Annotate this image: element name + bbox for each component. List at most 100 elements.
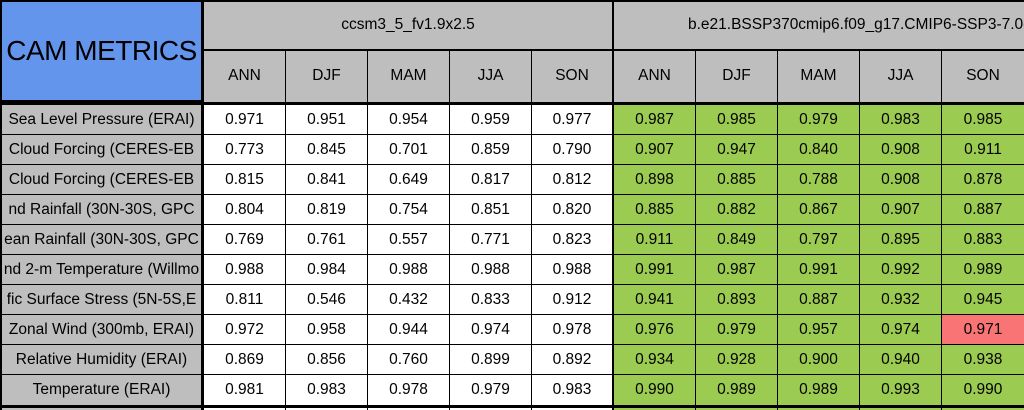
metric-value-cell: 0.840 — [778, 135, 860, 164]
table-title-cell: CAM METRICS — [2, 2, 204, 103]
metric-value-cell: 0.883 — [942, 225, 1024, 254]
metric-row: ean Rainfall (30N-30S, GPC 0.769 0.761 0.55… — [2, 225, 1024, 255]
season-header-model1-djf: DJF — [286, 51, 368, 102]
metric-value-cell: 0.981 — [204, 375, 286, 405]
metric-value-cell: 0.958 — [286, 315, 368, 344]
metric-value-cell: 0.546 — [286, 285, 368, 314]
metric-value-cell: 0.898 — [614, 165, 696, 194]
metric-value-cell: 0.859 — [450, 135, 532, 164]
metric-value-cell: 0.987 — [696, 255, 778, 284]
metric-value-cell: 0.978 — [532, 315, 614, 344]
metric-value-cell: 0.911 — [942, 135, 1024, 164]
metric-row-label: nd Rainfall (30N-30S, GPC — [2, 195, 204, 224]
metric-value-cell: 0.938 — [942, 345, 1024, 374]
metric-value-cell: 0.887 — [778, 285, 860, 314]
metric-value-cell: 0.951 — [286, 105, 368, 134]
metric-value-cell: 0.856 — [286, 345, 368, 374]
metric-value-cell: 0.788 — [778, 165, 860, 194]
metric-value-cell: 0.845 — [286, 135, 368, 164]
partial-row-cell — [942, 408, 1024, 410]
metric-value-cell: 0.957 — [778, 315, 860, 344]
metric-value-cell-highlighted: 0.971 — [942, 315, 1024, 344]
metric-row: nd 2-m Temperature (Willmo 0.988 0.984 0.98… — [2, 255, 1024, 285]
partial-row-cell — [860, 408, 942, 410]
metric-value-cell: 0.869 — [204, 345, 286, 374]
metric-value-cell: 0.878 — [942, 165, 1024, 194]
metric-value-cell: 0.833 — [450, 285, 532, 314]
metric-value-cell: 0.899 — [450, 345, 532, 374]
metric-value-cell: 0.983 — [860, 105, 942, 134]
metric-row-label: Sea Level Pressure (ERAI) — [2, 105, 204, 134]
metric-value-cell: 0.979 — [696, 315, 778, 344]
metric-value-cell: 0.900 — [778, 345, 860, 374]
metric-row-label: Relative Humidity (ERAI) — [2, 345, 204, 374]
metric-value-cell: 0.911 — [614, 225, 696, 254]
metric-value-cell: 0.823 — [532, 225, 614, 254]
metric-value-cell: 0.907 — [614, 135, 696, 164]
model2-name-header: b.e21.BSSP370cmip6.f09_g17.CMIP6-SSP3-7.… — [614, 2, 1024, 49]
season-header-model2-mam: MAM — [778, 51, 860, 102]
metric-value-cell: 0.940 — [860, 345, 942, 374]
metric-value-cell: 0.985 — [696, 105, 778, 134]
metric-row: nd Rainfall (30N-30S, GPC 0.804 0.819 0.754… — [2, 195, 1024, 225]
partial-row-cell — [614, 408, 696, 410]
metric-value-cell: 0.985 — [942, 105, 1024, 134]
metric-value-cell: 0.701 — [368, 135, 450, 164]
metric-row: Relative Humidity (ERAI) 0.869 0.856 0.760 0… — [2, 345, 1024, 375]
metric-value-cell: 0.649 — [368, 165, 450, 194]
metric-row: Cloud Forcing (CERES-EB 0.773 0.845 0.701 0.… — [2, 135, 1024, 165]
partial-row-cell — [778, 408, 860, 410]
metric-value-cell: 0.945 — [942, 285, 1024, 314]
metric-value-cell: 0.885 — [614, 195, 696, 224]
metric-value-cell: 0.978 — [368, 375, 450, 405]
metric-value-cell: 0.989 — [778, 375, 860, 405]
metric-value-cell: 0.971 — [204, 105, 286, 134]
metric-value-cell: 0.761 — [286, 225, 368, 254]
metric-row-label: ean Rainfall (30N-30S, GPC — [2, 225, 204, 254]
metric-value-cell: 0.895 — [860, 225, 942, 254]
metric-row: fic Surface Stress (5N-5S,E 0.811 0.546 0.4… — [2, 285, 1024, 315]
metric-value-cell: 0.959 — [450, 105, 532, 134]
metric-value-cell: 0.771 — [450, 225, 532, 254]
metric-value-cell: 0.928 — [696, 345, 778, 374]
metric-value-cell: 0.811 — [204, 285, 286, 314]
metric-value-cell: 0.908 — [860, 165, 942, 194]
metric-value-cell: 0.983 — [286, 375, 368, 405]
table-title: CAM METRICS — [6, 35, 197, 66]
partial-row-cell — [286, 408, 368, 410]
metric-value-cell: 0.815 — [204, 165, 286, 194]
metric-value-cell: 0.432 — [368, 285, 450, 314]
metric-value-cell: 0.804 — [204, 195, 286, 224]
metric-value-cell: 0.974 — [450, 315, 532, 344]
metric-value-cell: 0.817 — [450, 165, 532, 194]
metric-value-cell: 0.760 — [368, 345, 450, 374]
season-header-model2-ann: ANN — [614, 51, 696, 102]
partial-row-cell — [368, 408, 450, 410]
metric-row: Cloud Forcing (CERES-EB 0.815 0.841 0.649 0.… — [2, 165, 1024, 195]
metric-value-cell: 0.992 — [860, 255, 942, 284]
metric-value-cell: 0.893 — [696, 285, 778, 314]
metric-value-cell: 0.954 — [368, 105, 450, 134]
metric-value-cell: 0.867 — [778, 195, 860, 224]
metric-value-cell: 0.947 — [696, 135, 778, 164]
season-header-model2-djf: DJF — [696, 51, 778, 102]
metric-value-cell: 0.812 — [532, 165, 614, 194]
metric-value-cell: 0.988 — [368, 255, 450, 284]
partial-row-cell — [204, 408, 286, 410]
metric-value-cell: 0.984 — [286, 255, 368, 284]
metric-value-cell: 0.557 — [368, 225, 450, 254]
season-header-model1-son: SON — [532, 51, 614, 102]
metric-row: Zonal Wind (300mb, ERAI) 0.972 0.958 0.944 0… — [2, 315, 1024, 345]
metric-value-cell: 0.769 — [204, 225, 286, 254]
season-header-model1-jja: JJA — [450, 51, 532, 102]
season-header-model1-mam: MAM — [368, 51, 450, 102]
metric-value-cell: 0.849 — [696, 225, 778, 254]
partial-row-cell — [532, 408, 614, 410]
metric-row: Sea Level Pressure (ERAI) 0.971 0.951 0.954… — [2, 105, 1024, 135]
metric-value-cell: 0.979 — [450, 375, 532, 405]
partial-row-label — [2, 408, 204, 410]
metric-value-cell: 0.790 — [532, 135, 614, 164]
metric-value-cell: 0.892 — [532, 345, 614, 374]
metric-value-cell: 0.820 — [532, 195, 614, 224]
